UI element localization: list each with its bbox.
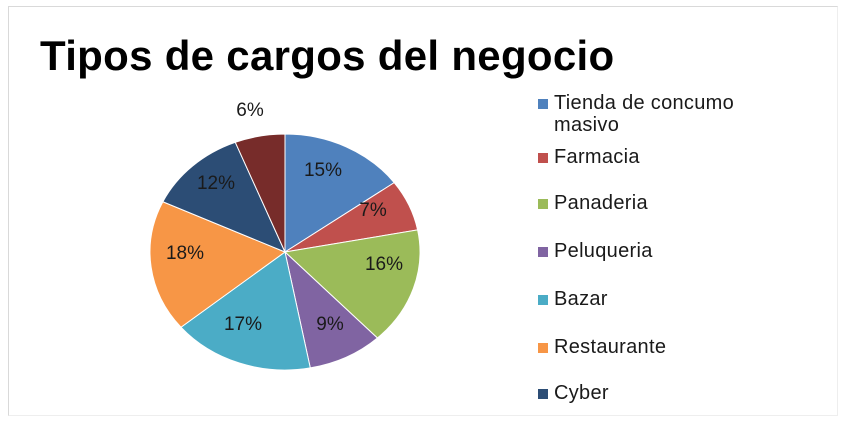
- legend-swatch: [538, 343, 548, 353]
- slice-percent-label: 15%: [304, 160, 342, 181]
- legend-label: Restaurante: [554, 336, 667, 358]
- slice-percent-label: 7%: [359, 200, 387, 221]
- pie-slice-cyber: [162, 141, 286, 253]
- legend-swatch: [538, 247, 548, 257]
- legend-swatch: [538, 99, 548, 109]
- pie-slice-bazar: [180, 251, 311, 371]
- legend-label: Farmacia: [554, 146, 640, 168]
- pie-slice-restaurante: [149, 201, 287, 328]
- legend-item: Restaurante: [538, 336, 754, 358]
- legend-item: Peluqueria: [538, 240, 754, 262]
- slice-percent-label: 18%: [166, 243, 204, 264]
- legend-swatch: [538, 199, 548, 209]
- slice-percent-label: 16%: [365, 254, 403, 275]
- slice-percent-label: 17%: [224, 314, 262, 335]
- legend-swatch: [538, 295, 548, 305]
- chart-title: Tipos de cargos del negocio: [40, 32, 615, 79]
- pie-slice-unlabeled: [234, 133, 286, 253]
- legend-item: Tienda de concumo masivo: [538, 92, 754, 136]
- slice-percent-label: 12%: [197, 173, 235, 194]
- legend-label: Cyber: [554, 382, 609, 404]
- legend-swatch: [538, 389, 548, 399]
- legend-swatch: [538, 153, 548, 163]
- chart-legend: Tienda de concumo masivo Farmacia Panaderi…: [538, 92, 838, 412]
- slice-percent-label: 6%: [236, 100, 264, 121]
- legend-item: Bazar: [538, 288, 754, 310]
- legend-label: Bazar: [554, 288, 608, 310]
- legend-item: Cyber: [538, 382, 754, 404]
- chart-frame: [8, 6, 838, 416]
- legend-item: Farmacia: [538, 146, 754, 168]
- legend-label: Panaderia: [554, 192, 648, 214]
- pie-slice-panaderia: [283, 229, 421, 339]
- legend-label: Peluqueria: [554, 240, 653, 262]
- legend-label: Tienda de concumo masivo: [554, 92, 735, 136]
- legend-item: Panaderia: [538, 192, 754, 214]
- pie-slice-tienda-de-concumo-masivo: [284, 133, 395, 253]
- slice-percent-label: 9%: [316, 314, 344, 335]
